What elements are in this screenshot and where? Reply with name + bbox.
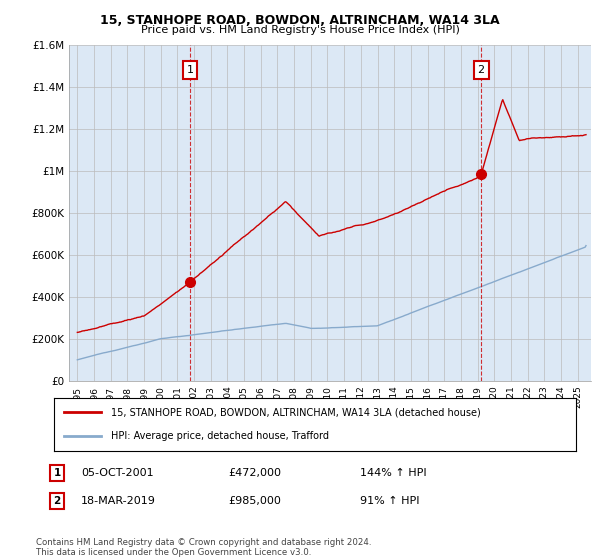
Text: Contains HM Land Registry data © Crown copyright and database right 2024.
This d: Contains HM Land Registry data © Crown c… (36, 538, 371, 557)
Text: 05-OCT-2001: 05-OCT-2001 (81, 468, 154, 478)
Text: 2: 2 (53, 496, 61, 506)
Text: HPI: Average price, detached house, Trafford: HPI: Average price, detached house, Traf… (112, 431, 329, 441)
Text: 1: 1 (53, 468, 61, 478)
Text: 18-MAR-2019: 18-MAR-2019 (81, 496, 156, 506)
Text: Price paid vs. HM Land Registry's House Price Index (HPI): Price paid vs. HM Land Registry's House … (140, 25, 460, 35)
Text: 1: 1 (187, 65, 193, 75)
Text: 2: 2 (478, 65, 485, 75)
Text: £472,000: £472,000 (228, 468, 281, 478)
Text: 91% ↑ HPI: 91% ↑ HPI (360, 496, 419, 506)
Text: £985,000: £985,000 (228, 496, 281, 506)
Text: 144% ↑ HPI: 144% ↑ HPI (360, 468, 427, 478)
Text: 15, STANHOPE ROAD, BOWDON, ALTRINCHAM, WA14 3LA (detached house): 15, STANHOPE ROAD, BOWDON, ALTRINCHAM, W… (112, 408, 481, 418)
Text: 15, STANHOPE ROAD, BOWDON, ALTRINCHAM, WA14 3LA: 15, STANHOPE ROAD, BOWDON, ALTRINCHAM, W… (100, 14, 500, 27)
